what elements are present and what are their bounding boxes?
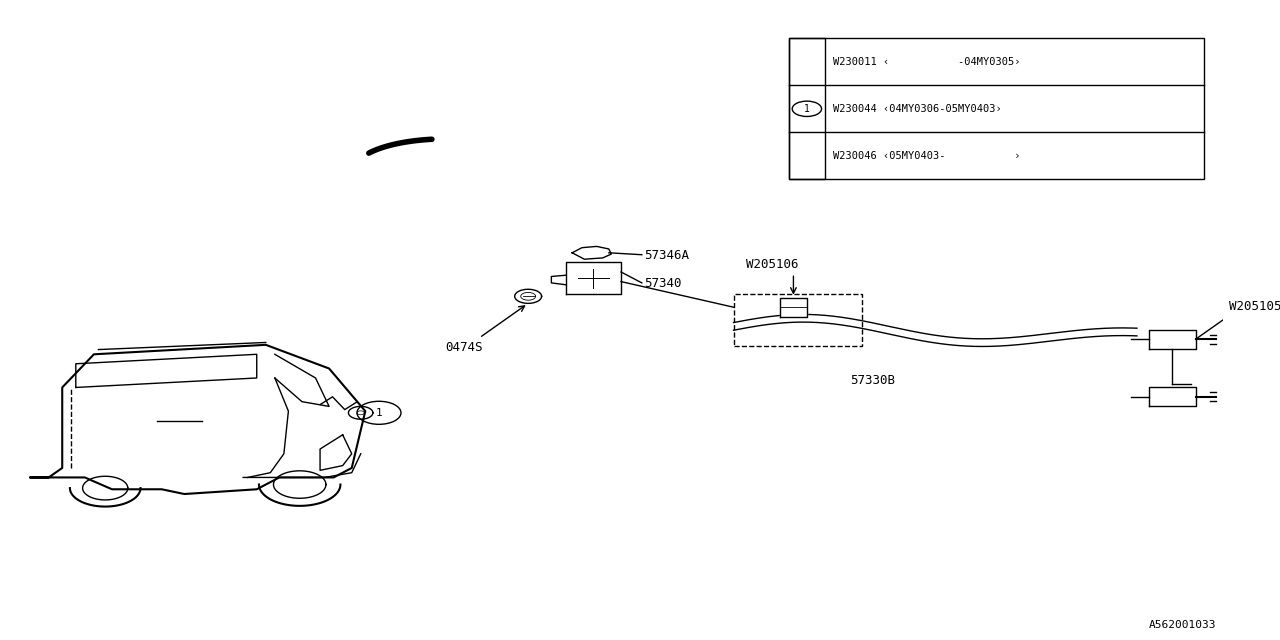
- Text: 0474S: 0474S: [445, 340, 483, 354]
- Text: 57330B: 57330B: [850, 374, 895, 387]
- Text: W205105: W205105: [1229, 300, 1280, 314]
- Bar: [788, 38, 826, 179]
- Polygon shape: [1149, 330, 1196, 349]
- Text: 1: 1: [804, 104, 810, 114]
- Text: 57340: 57340: [644, 276, 682, 290]
- Text: 1: 1: [375, 408, 383, 418]
- Text: W230046 ‹05MY0403-           ›: W230046 ‹05MY0403- ›: [832, 151, 1020, 161]
- Bar: [788, 38, 1204, 179]
- Text: W230011 ‹           -04MY0305›: W230011 ‹ -04MY0305›: [832, 57, 1020, 67]
- Text: W205106: W205106: [746, 257, 799, 271]
- Text: W230044 ‹04MY0306-05MY0403›: W230044 ‹04MY0306-05MY0403›: [832, 104, 1001, 114]
- Polygon shape: [1149, 387, 1196, 406]
- Text: 57346A: 57346A: [644, 248, 689, 262]
- Polygon shape: [572, 246, 612, 259]
- Text: A562001033: A562001033: [1149, 620, 1216, 630]
- Polygon shape: [780, 298, 806, 317]
- Polygon shape: [566, 262, 621, 294]
